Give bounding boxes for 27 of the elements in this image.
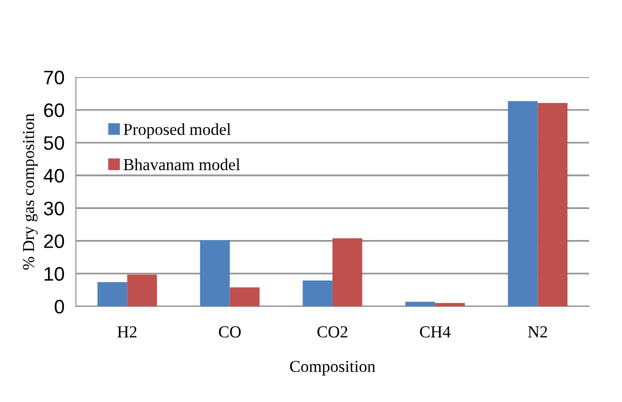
bar xyxy=(230,287,260,306)
x-tick-label: N2 xyxy=(528,326,547,338)
bar xyxy=(332,238,362,306)
legend-label: Bhavanam model xyxy=(124,158,240,170)
bar xyxy=(302,280,332,306)
y-tick-label: 30 xyxy=(44,202,64,216)
bar xyxy=(508,101,538,306)
y-tick-label: 20 xyxy=(44,234,64,248)
y-tick-label: 50 xyxy=(44,136,64,150)
y-axis-title: % Dry gas composition xyxy=(22,114,38,270)
legend-label: Proposed model xyxy=(124,123,231,138)
y-tick-label: 70 xyxy=(44,70,64,84)
y-tick-label: 0 xyxy=(54,300,64,314)
x-tick-label: CO xyxy=(218,326,241,338)
x-tick-label: H2 xyxy=(117,326,136,338)
bar xyxy=(405,302,436,306)
x-tick-label: CH4 xyxy=(420,326,451,338)
bar xyxy=(127,274,157,306)
y-tick-label: 60 xyxy=(44,103,64,118)
bar xyxy=(435,303,465,306)
bar xyxy=(200,240,230,306)
bar xyxy=(97,282,128,306)
x-axis-title: Composition xyxy=(290,360,376,376)
y-tick-label: 10 xyxy=(44,267,64,281)
x-tick-label: CO2 xyxy=(317,326,348,338)
bar xyxy=(538,103,568,306)
y-tick-label: 40 xyxy=(44,168,64,183)
